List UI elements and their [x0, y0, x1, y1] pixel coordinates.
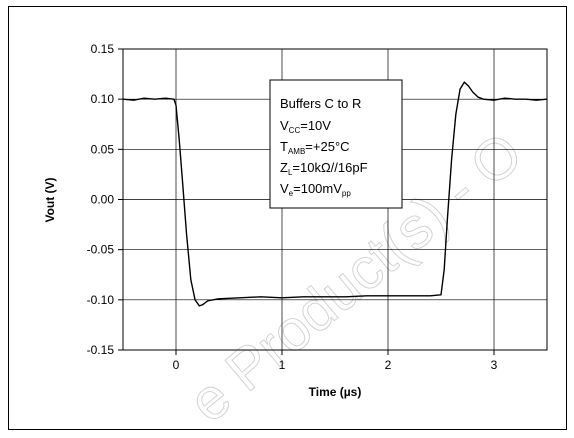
annotation-line-3: TAMB=+25°C [280, 139, 350, 156]
y-tick-label: 0.05 [91, 142, 115, 156]
x-tick-label: 1 [279, 358, 286, 372]
series-line [122, 81, 548, 307]
annotation-line-4: ZL=10kΩ//16pF [280, 160, 368, 177]
x-tick-label: 2 [385, 358, 392, 372]
annotation-line-2: VCC=10V [280, 118, 331, 135]
annotation-box [269, 79, 403, 209]
x-axis-title: Time (µs) [309, 385, 362, 399]
annotation-line-1: Buffers C to R [280, 96, 361, 111]
y-tick-label: -0.15 [87, 343, 115, 357]
y-tick-label: -0.05 [87, 243, 115, 257]
y-tick-label: 0.15 [91, 42, 115, 56]
x-tick-label: 0 [173, 358, 180, 372]
x-tick-label: 3 [491, 358, 498, 372]
y-tick-label: -0.10 [87, 293, 115, 307]
series [122, 81, 548, 307]
chart-frame [8, 6, 567, 430]
y-tick-label: 0.10 [91, 92, 115, 106]
y-axis-title: Vout (V) [43, 177, 57, 222]
annotation-line-5: Ve=100mVpp [280, 181, 351, 198]
ticks: 0.15 0.10 0.05 0.00 -0.05 -0.10 -0.15 0 1 2 3 [87, 42, 498, 372]
y-tick-label: 0.00 [91, 193, 115, 207]
